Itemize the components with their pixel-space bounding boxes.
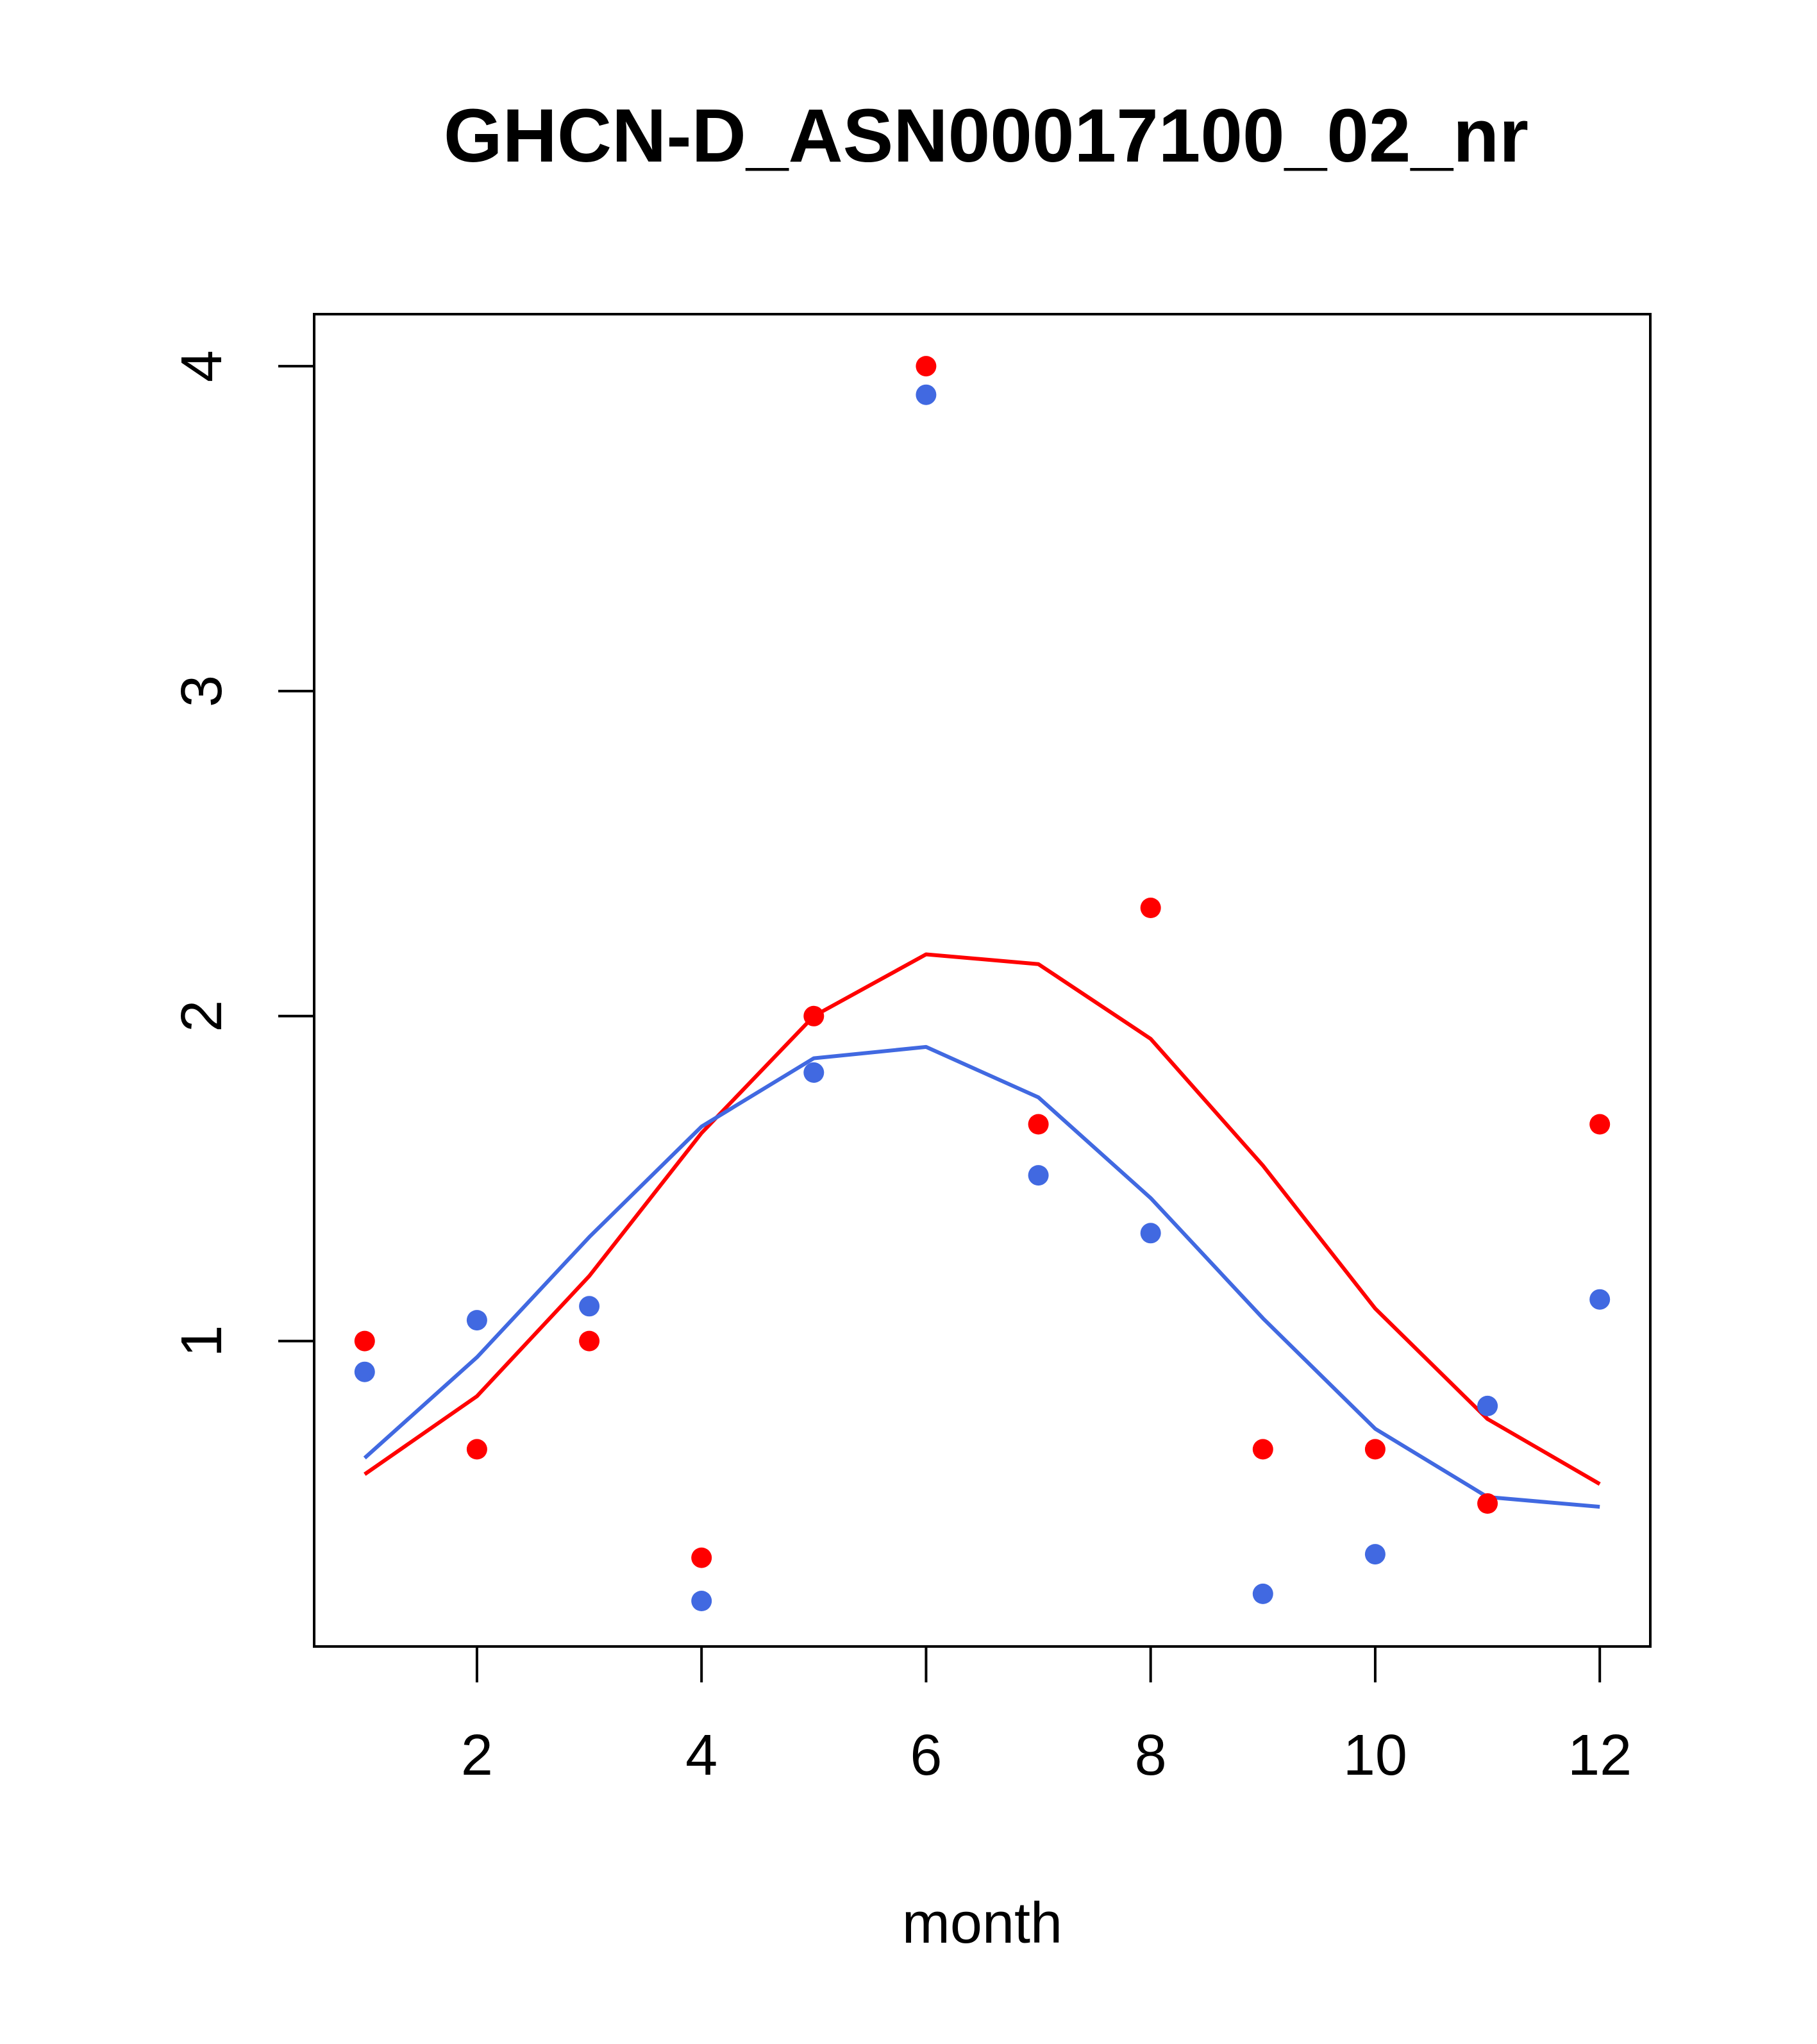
x-tick-label: 8 [1135,1723,1167,1788]
series-1-point [916,356,937,377]
series-1-point [1252,1439,1273,1460]
series-1-point [579,1330,600,1352]
series-2-point [1589,1289,1611,1310]
plot-frame [313,313,1652,1648]
series-2-point [1028,1165,1049,1186]
series-2-point [1364,1544,1386,1565]
y-tick-label: 2 [170,1000,234,1032]
series-2-point [1477,1395,1498,1416]
y-tick-label: 1 [170,1325,234,1357]
series-2-point [354,1361,375,1382]
x-tick-label: 10 [1343,1723,1407,1788]
y-tick-label: 4 [170,350,234,382]
series-1-point [1477,1493,1498,1514]
y-axis: 1 2 3 4 [170,350,315,1357]
series-1-point [466,1439,487,1460]
x-tick-label: 12 [1568,1723,1632,1788]
series-1-point [1589,1114,1611,1135]
series-2-point [579,1296,600,1317]
series-1-point [691,1547,712,1568]
x-axis-label: month [902,1891,1062,1956]
series-layer [354,356,1611,1611]
series-1-point [1028,1114,1049,1135]
x-tick-label: 6 [910,1723,942,1788]
series-1-point [354,1330,375,1352]
series-1-point [803,1005,825,1026]
series-2-point [916,384,937,405]
series-1-line [364,952,1601,1486]
series-2-point [1252,1583,1273,1604]
series-2-line [363,1044,1600,1509]
series-2-point [466,1310,487,1331]
series-1-point [1140,898,1161,918]
series-1-point [1364,1439,1386,1460]
series-2-point [1140,1223,1161,1244]
y-tick-label: 3 [170,675,234,707]
x-tick-label: 2 [461,1723,493,1788]
chart-title: GHCN-D_ASN00017100_02_nr [444,94,1528,178]
series-2-point [691,1591,712,1611]
series-2-point [803,1062,825,1083]
x-tick-label: 4 [685,1723,717,1788]
x-axis: 2 4 6 8 10 12 [461,1645,1632,1788]
